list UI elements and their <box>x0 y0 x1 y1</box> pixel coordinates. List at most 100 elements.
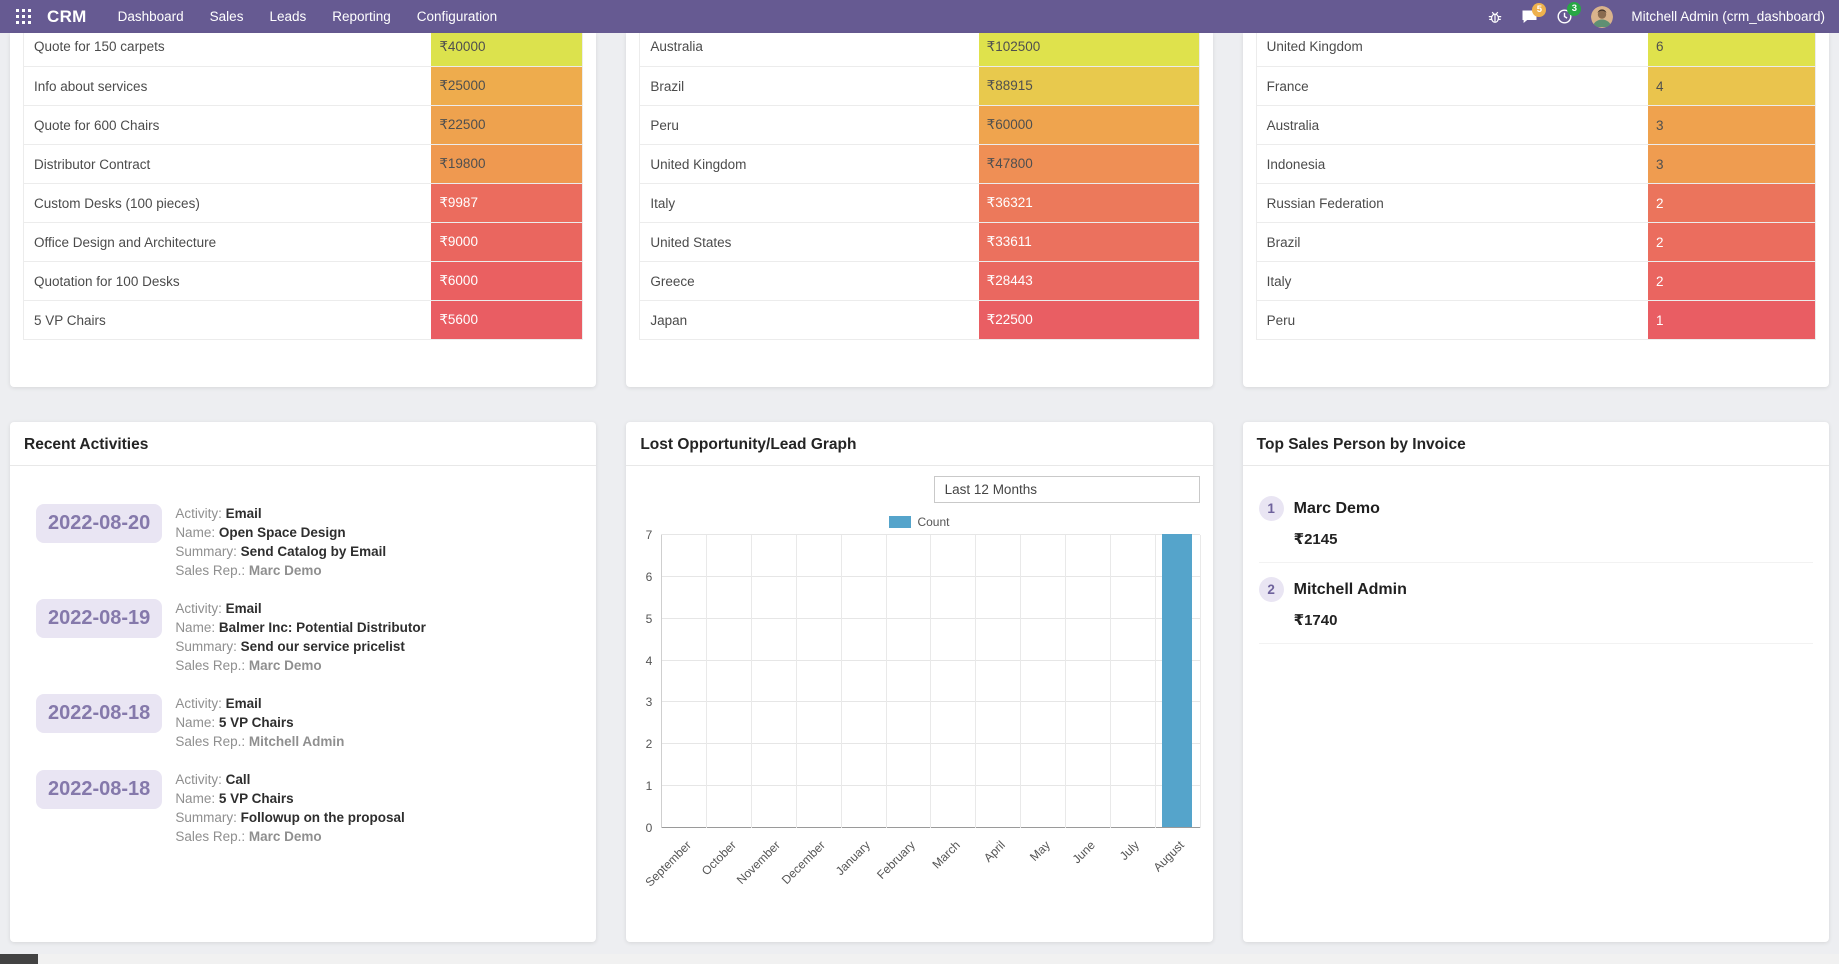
table-row[interactable]: Office Design and Architecture ₹9000 <box>24 222 583 261</box>
table-row[interactable]: Custom Desks (100 pieces) ₹9987 <box>24 183 583 222</box>
messages-icon[interactable]: 5 <box>1521 2 1547 25</box>
table-row[interactable]: Info about services ₹25000 <box>24 66 583 105</box>
table-row[interactable]: Distributor Contract ₹19800 <box>24 144 583 183</box>
activity-date-badge: 2022-08-19 <box>36 599 163 638</box>
activity-line-label: Sales Rep.: <box>175 563 249 578</box>
row-label: 5 VP Chairs <box>34 312 106 328</box>
activity-line: Summary: Send Catalog by Email <box>175 542 386 561</box>
table-row[interactable]: Italy 2 <box>1256 261 1815 300</box>
activity-line: Summary: Followup on the proposal <box>175 808 405 827</box>
table-row[interactable]: France 4 <box>1256 66 1815 105</box>
v-gridline <box>706 535 708 828</box>
table-row[interactable]: Quotation for 100 Desks ₹6000 <box>24 261 583 300</box>
table-row[interactable]: 5 VP Chairs ₹5600 <box>24 300 583 339</box>
activity-line-label: Name: <box>175 715 219 730</box>
row-value-cell: 2 <box>1647 262 1815 300</box>
table-row[interactable]: Greece ₹28443 <box>640 261 1199 300</box>
bug-glyph <box>1489 11 1502 23</box>
row-label: Brazil <box>650 78 685 94</box>
activity-line: Activity: Call <box>175 770 405 789</box>
row-label: Office Design and Architecture <box>34 234 217 250</box>
table-row[interactable]: Brazil ₹88915 <box>640 66 1199 105</box>
app-brand[interactable]: CRM <box>47 6 87 26</box>
row-label: Custom Desks (100 pieces) <box>34 195 200 211</box>
table-row[interactable]: United Kingdom ₹47800 <box>640 144 1199 183</box>
activities-clock-icon[interactable]: 3 <box>1556 2 1582 25</box>
table-row[interactable]: Brazil 2 <box>1256 222 1815 261</box>
row-value-cell: 3 <box>1647 106 1815 144</box>
table-row[interactable]: Peru 1 <box>1256 300 1815 339</box>
row-value-cell: 6 <box>1647 33 1815 66</box>
top-navbar: CRM Dashboard Sales Leads Reporting Configur… <box>0 0 1839 33</box>
activity-item[interactable]: 2022-08-19 Activity: Email Name: Balmer In… <box>36 597 582 675</box>
row-value-cell: ₹22500 <box>978 301 1199 339</box>
activity-details: Activity: Email Name: 5 VP Chairs Sales Re… <box>175 692 344 751</box>
sales-person-name: Mitchell Admin <box>1293 580 1407 598</box>
activity-line-label: Name: <box>175 620 219 635</box>
v-gridline <box>1020 535 1022 828</box>
row-value-cell: ₹9987 <box>431 184 583 222</box>
nav-menu-reporting[interactable]: Reporting <box>332 9 391 24</box>
activity-line: Name: Open Space Design <box>175 523 386 542</box>
v-gridline <box>1154 535 1156 828</box>
navbar-left: CRM Dashboard Sales Leads Reporting Configur… <box>12 0 510 33</box>
table-row[interactable]: Quote for 150 carpets ₹40000 <box>24 33 583 66</box>
activity-line: Name: 5 VP Chairs <box>175 789 405 808</box>
horizontal-scrollbar-track[interactable] <box>0 954 1839 964</box>
sales-person-amount: ₹2145 <box>1293 531 1338 548</box>
top-tables-section: Quote for 150 carpets ₹40000 Info about se… <box>0 33 1839 387</box>
row-label: Info about services <box>34 78 148 94</box>
table-row[interactable]: Russian Federation 2 <box>1256 183 1815 222</box>
activity-item[interactable]: 2022-08-18 Activity: Email Name: 5 VP Chai… <box>36 692 582 751</box>
row-label: Brazil <box>1266 234 1301 250</box>
user-avatar[interactable] <box>1591 5 1614 28</box>
table-card-3: United Kingdom 6 France 4 Australia 3 Indonesi… <box>1242 33 1829 387</box>
activity-line-label: Summary: <box>175 544 241 559</box>
activity-item[interactable]: 2022-08-20 Activity: Email Name: Open Spac… <box>36 502 582 580</box>
activity-line-label: Summary: <box>175 810 241 825</box>
table-row[interactable]: United States ₹33611 <box>640 222 1199 261</box>
horizontal-scrollbar-thumb[interactable] <box>0 954 38 964</box>
table-row[interactable]: Indonesia 3 <box>1256 144 1815 183</box>
v-gridline <box>751 535 753 828</box>
nav-menu-dashboard[interactable]: Dashboard <box>117 9 184 24</box>
row-label: Italy <box>1266 273 1292 289</box>
row-value-cell: ₹25000 <box>431 67 583 105</box>
sales-person-item[interactable]: 1 Marc Demo ₹2145 <box>1258 496 1813 563</box>
table-row[interactable]: Italy ₹36321 <box>640 183 1199 222</box>
activity-line: Activity: Email <box>175 504 386 523</box>
table-row[interactable]: Australia ₹102500 <box>640 33 1199 66</box>
table-row[interactable]: Australia 3 <box>1256 105 1815 144</box>
activity-line-value: Email <box>225 506 262 521</box>
activity-line-value: 5 VP Chairs <box>218 791 294 806</box>
table-row[interactable]: Peru ₹60000 <box>640 105 1199 144</box>
h-gridline <box>661 534 1200 535</box>
sales-person-item[interactable]: 2 Mitchell Admin ₹1740 <box>1258 577 1813 644</box>
y-axis-label: 7 <box>645 528 653 542</box>
activity-item[interactable]: 2022-08-18 Activity: Call Name: 5 VP Chair… <box>36 768 582 846</box>
activity-line-value: Marc Demo <box>248 563 322 578</box>
table-row[interactable]: Quote for 600 Chairs ₹22500 <box>24 105 583 144</box>
v-gridline <box>795 535 797 828</box>
row-value-cell: ₹40000 <box>431 33 583 66</box>
months-filter-select[interactable]: Last 12 Months <box>933 476 1200 503</box>
activity-line-value: Email <box>225 696 262 711</box>
user-menu[interactable]: Mitchell Admin (crm_dashboard) <box>1631 9 1825 24</box>
v-gridline <box>1109 535 1111 828</box>
apps-grid-icon[interactable] <box>12 9 35 24</box>
table-row[interactable]: Japan ₹22500 <box>640 300 1199 339</box>
nav-menu-leads[interactable]: Leads <box>269 9 307 24</box>
table-row[interactable]: United Kingdom 6 <box>1257 33 1815 66</box>
sales-person-list: 1 Marc Demo ₹2145 2 Mitchell Admin ₹1740 <box>1243 466 1829 644</box>
debug-bug-icon[interactable] <box>1487 9 1503 25</box>
row-label: Peru <box>650 117 679 133</box>
nav-menu-configuration[interactable]: Configuration <box>416 9 498 24</box>
nav-menu-sales[interactable]: Sales <box>209 9 244 24</box>
chart-bar[interactable] <box>1162 534 1193 827</box>
v-gridline <box>661 535 663 828</box>
row-value-cell: ₹88915 <box>978 67 1199 105</box>
y-axis-label: 1 <box>645 779 653 794</box>
row-label: Australia <box>1266 117 1320 133</box>
activity-line: Activity: Email <box>175 599 426 618</box>
row-value-cell: 1 <box>1647 301 1815 339</box>
